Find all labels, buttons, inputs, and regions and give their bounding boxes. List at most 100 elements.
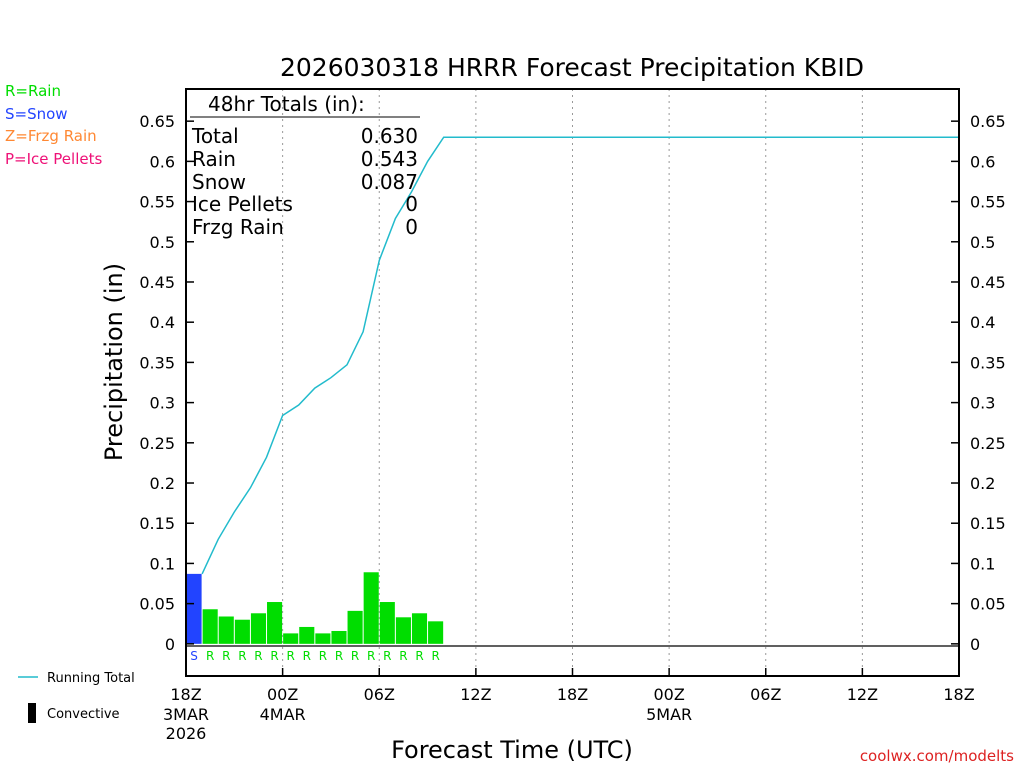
y-tick-label-right: 0.05: [970, 595, 1006, 614]
y-tick-label-left: 0: [165, 635, 175, 654]
ptype-code: R: [287, 649, 295, 663]
precip-bar: [363, 572, 379, 644]
totals-value-rain: 0.543: [361, 147, 418, 171]
y-tick-label-right: 0.65: [970, 112, 1006, 131]
x-tick-label: 18Z: [557, 685, 588, 704]
y-tick-label-right: 0: [970, 635, 980, 654]
y-axis-ticks: 0 00.05 0.050.1 0.10.15 0.150.2 0.20.25 0.250.…: [139, 112, 1005, 654]
running-total-legend-label: Running Total: [47, 671, 135, 686]
convective-swatch: [28, 703, 36, 723]
x-tick-label: 00Z: [653, 685, 684, 704]
y-tick-label-right: 0.2: [970, 474, 995, 493]
ptype-code: S: [190, 649, 198, 663]
x-tick-label: 06Z: [364, 685, 395, 704]
x-tick-sublabel: 5MAR: [646, 705, 692, 724]
x-tick-label: 12Z: [847, 685, 878, 704]
totals-box: 48hr Totals (in): Total 0.630 Rain 0.543…: [190, 92, 420, 239]
series-legend: Running Total Convective: [18, 671, 135, 723]
ptype-code: R: [303, 649, 311, 663]
totals-label-snow: Snow: [192, 170, 246, 194]
ptype-legend: R=Rain S=Snow Z=Frzg Rain P=Ice Pellets: [5, 82, 102, 168]
ptype-code: R: [206, 649, 214, 663]
ptype-legend-ice-pellets: P=Ice Pellets: [5, 150, 102, 168]
precip-bar: [379, 602, 395, 644]
precip-bar: [331, 630, 347, 644]
y-tick-label-left: 0.05: [139, 595, 175, 614]
running-total-line: [201, 136, 959, 575]
y-tick-label-right: 0.1: [970, 554, 995, 573]
precip-bar: [315, 633, 331, 644]
y-tick-label-left: 0.3: [150, 394, 175, 413]
totals-label-total: Total: [191, 124, 239, 148]
x-tick-sublabel: 4MAR: [260, 705, 306, 724]
y-tick-label-right: 0.5: [970, 233, 995, 252]
y-tick-label-right: 0.35: [970, 353, 1006, 372]
y-tick-label-right: 0.25: [970, 434, 1006, 453]
x-tick-sublabel: 2026: [166, 724, 207, 743]
precip-bar: [283, 633, 299, 644]
y-tick-label-left: 0.25: [139, 434, 175, 453]
y-tick-label-left: 0.4: [150, 313, 175, 332]
y-tick-label-left: 0.2: [150, 474, 175, 493]
ptype-code: R: [431, 649, 439, 663]
y-tick-label-right: 0.6: [970, 152, 995, 171]
y-tick-label-right: 0.15: [970, 514, 1006, 533]
y-axis-label: Precipitation (in): [100, 263, 128, 461]
precip-bar: [267, 602, 283, 644]
precip-bar: [218, 616, 234, 644]
totals-label-frzg-rain: Frzg Rain: [192, 215, 284, 239]
ptype-code: R: [238, 649, 246, 663]
precip-bar: [250, 613, 267, 644]
totals-label-ice-pellets: Ice Pellets: [192, 192, 293, 216]
y-tick-label-left: 0.35: [139, 353, 175, 372]
totals-label-rain: Rain: [192, 147, 236, 171]
ptype-legend-rain: R=Rain: [5, 82, 61, 100]
precip-bar: [411, 613, 428, 644]
x-axis-label: Forecast Time (UTC): [391, 736, 633, 764]
precip-bar: [428, 621, 444, 644]
ptype-code: R: [367, 649, 375, 663]
ptype-code: R: [399, 649, 407, 663]
totals-value-ice-pellets: 0: [405, 192, 418, 216]
y-tick-label-left: 0.6: [150, 152, 175, 171]
y-tick-label-left: 0.55: [139, 193, 175, 212]
totals-title: 48hr Totals (in):: [208, 92, 365, 116]
x-tick-label: 06Z: [750, 685, 781, 704]
y-tick-label-right: 0.45: [970, 273, 1006, 292]
source-credit: coolwx.com/modelts: [860, 747, 1014, 765]
ptype-code: R: [319, 649, 327, 663]
precip-bar: [186, 573, 202, 644]
ptype-code: R: [415, 649, 423, 663]
totals-value-snow: 0.087: [361, 170, 418, 194]
x-tick-label: 18Z: [943, 685, 974, 704]
precip-bar: [395, 617, 411, 644]
x-tick-label: 00Z: [267, 685, 298, 704]
y-tick-label-right: 0.55: [970, 193, 1006, 212]
x-tick-label: 12Z: [460, 685, 491, 704]
ptype-code: R: [270, 649, 278, 663]
ptype-code: R: [383, 649, 391, 663]
vertical-grid: [282, 89, 863, 676]
precip-bar: [299, 626, 315, 644]
precip-bar: [347, 610, 363, 644]
ptype-code: R: [351, 649, 359, 663]
hourly-bars: [186, 572, 444, 644]
running-total-polyline: [201, 136, 959, 575]
y-tick-label-left: 0.1: [150, 554, 175, 573]
y-tick-label-left: 0.5: [150, 233, 175, 252]
y-tick-label-left: 0.45: [139, 273, 175, 292]
ptype-legend-snow: S=Snow: [5, 105, 68, 123]
y-tick-label-left: 0.15: [139, 514, 175, 533]
totals-value-total: 0.630: [361, 124, 418, 148]
precip-bar: [234, 619, 250, 644]
ptype-code: R: [254, 649, 262, 663]
chart-title: 2026030318 HRRR Forecast Precipitation K…: [280, 53, 864, 82]
precip-bar: [202, 609, 218, 644]
ptype-code: R: [222, 649, 230, 663]
y-tick-label-left: 0.65: [139, 112, 175, 131]
ptype-code: R: [335, 649, 343, 663]
totals-value-frzg-rain: 0: [405, 215, 418, 239]
